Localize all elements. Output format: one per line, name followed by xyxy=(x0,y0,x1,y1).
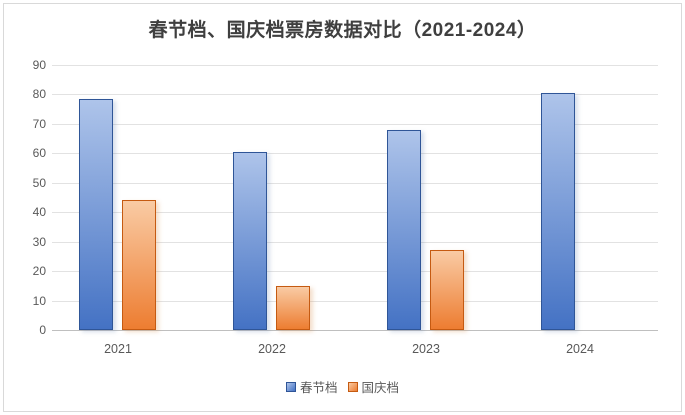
gridline xyxy=(52,65,658,66)
legend-swatch-spring-festival-icon xyxy=(285,381,296,392)
y-tick-label: 80 xyxy=(32,87,46,102)
gridline xyxy=(52,300,658,302)
y-tick-label: 60 xyxy=(32,146,46,161)
gridline xyxy=(52,271,658,273)
legend-label-spring-festival: 春节档 xyxy=(299,381,338,395)
bar-national-day-2023 xyxy=(430,249,464,330)
bar-national-day-2022 xyxy=(276,285,310,330)
gridline xyxy=(52,212,658,214)
gridline xyxy=(52,182,658,184)
bar-national-day-2021 xyxy=(122,200,156,330)
legend-swatch-national-day-icon xyxy=(347,381,358,392)
y-tick-label: 10 xyxy=(32,293,46,308)
bar-spring-festival-2021 xyxy=(79,98,113,330)
gridline xyxy=(52,123,658,125)
x-category-label: 2024 xyxy=(566,342,594,356)
legend-item-spring-festival: 春节档 xyxy=(285,377,338,396)
y-tick-label: 50 xyxy=(32,175,46,190)
legend-item-national-day: 国庆档 xyxy=(347,377,400,396)
x-category-label: 2022 xyxy=(258,342,286,356)
x-category-label: 2021 xyxy=(104,342,132,356)
x-category-label: 2023 xyxy=(412,342,440,356)
gridline xyxy=(52,241,658,243)
legend: 春节档 国庆档 xyxy=(0,377,685,396)
legend-label-national-day: 国庆档 xyxy=(361,381,400,395)
chart-title: 春节档、国庆档票房数据对比（2021-2024） xyxy=(148,20,537,41)
y-tick-label: 40 xyxy=(32,205,46,220)
gridline xyxy=(52,94,658,96)
y-tick-label: 30 xyxy=(32,234,46,249)
x-axis-line xyxy=(52,330,658,331)
y-tick-label: 70 xyxy=(32,116,46,131)
gridline xyxy=(52,153,658,155)
bar-spring-festival-2022 xyxy=(233,152,267,330)
y-tick-label: 90 xyxy=(32,58,46,72)
y-tick-label: 20 xyxy=(32,264,46,279)
bar-spring-festival-2024 xyxy=(541,92,575,330)
bar-spring-festival-2023 xyxy=(387,130,421,330)
y-tick-label: 0 xyxy=(39,323,46,337)
